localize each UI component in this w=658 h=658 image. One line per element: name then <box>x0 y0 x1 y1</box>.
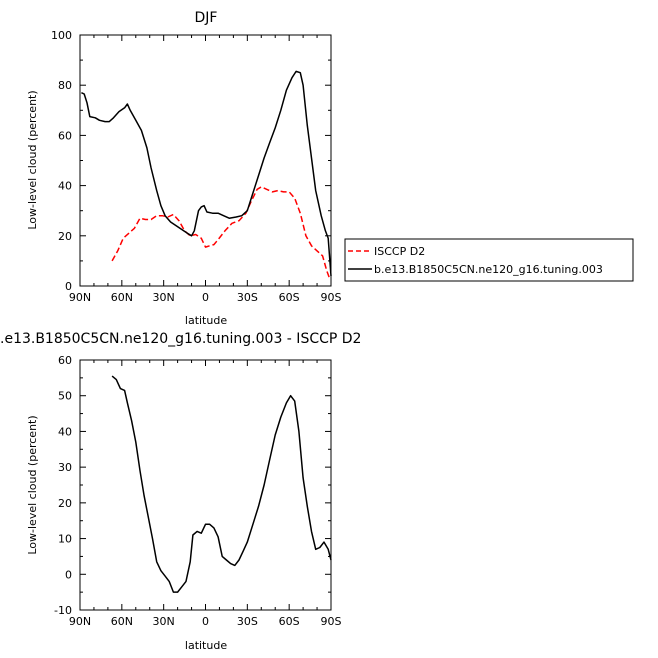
series-line-1 <box>111 186 331 279</box>
y-axis-label: Low-level cloud (percent) <box>26 415 39 554</box>
chart-title: .e13.B1850C5CN.ne120_g16.tuning.003 - IS… <box>0 331 361 347</box>
x-axis-label: latitude <box>185 314 227 327</box>
legend: ISCCP D2 b.e13.B1850C5CN.ne120_g16.tunin… <box>344 238 634 282</box>
x-tick-label: 0 <box>202 615 209 628</box>
y-tick-label: 0 <box>65 568 72 581</box>
plot-area-bottom: 90N 60N 30N 0 30S 60S 90S -10 0 10 20 30 40 50 60 <box>54 354 341 628</box>
plot-area-top: 90N 60N 30N 0 30S 60S 90S 0 20 40 60 80 100 <box>51 29 342 304</box>
x-tick-label: 90S <box>321 615 342 628</box>
y-tick-label: 30 <box>58 461 72 474</box>
x-tick-label: 60S <box>279 615 300 628</box>
chart-title: DJF <box>195 10 218 26</box>
y-tick-label: 40 <box>58 180 72 193</box>
x-tick-label: 90N <box>69 291 91 304</box>
y-tick-label: 0 <box>65 280 72 293</box>
plot-frame <box>79 359 332 611</box>
y-tick-label: 50 <box>58 390 72 403</box>
top-panel: DJF 90N 60N 30N 0 30S 60S 90S 0 20 40 60 80 100 Low-… <box>26 10 634 327</box>
y-tick-label: 60 <box>58 129 72 142</box>
y-tick-label: 10 <box>58 533 72 546</box>
x-tick-label: 0 <box>202 291 209 304</box>
y-tick-label: -10 <box>54 604 72 617</box>
y-tick-label: 100 <box>51 29 72 42</box>
bottom-panel: .e13.B1850C5CN.ne120_g16.tuning.003 - IS… <box>0 331 361 652</box>
y-tick-label: 20 <box>58 497 72 510</box>
x-tick-label: 30S <box>237 291 258 304</box>
y-tick-label: 40 <box>58 425 72 438</box>
series-line-2 <box>81 70 332 277</box>
legend-label-isccp: ISCCP D2 <box>374 245 425 258</box>
legend-label-model: b.e13.B1850C5CN.ne120_g16.tuning.003 <box>374 263 603 276</box>
x-tick-label: 60N <box>111 615 133 628</box>
x-tick-label: 90S <box>321 291 342 304</box>
x-tick-label: 90N <box>69 615 91 628</box>
x-tick-label: 60S <box>279 291 300 304</box>
y-tick-label: 80 <box>58 79 72 92</box>
y-axis-label: Low-level cloud (percent) <box>26 90 39 229</box>
x-tick-label: 30S <box>237 615 258 628</box>
series-line-1 <box>111 375 332 593</box>
x-tick-label: 30N <box>153 615 175 628</box>
legend-box <box>344 238 634 282</box>
y-tick-label: 20 <box>58 230 72 243</box>
plot-frame <box>79 34 332 287</box>
x-tick-label: 60N <box>111 291 133 304</box>
y-tick-label: 60 <box>58 354 72 367</box>
x-tick-label: 30N <box>153 291 175 304</box>
x-axis-label: latitude <box>185 639 227 652</box>
